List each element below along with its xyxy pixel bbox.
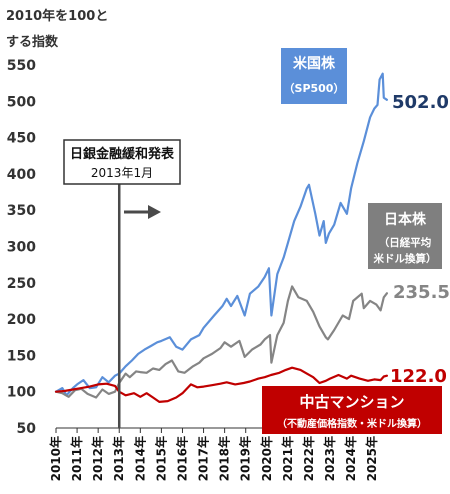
y-tick-label: 150	[7, 348, 36, 364]
x-tick-label: 2018年	[217, 436, 232, 481]
sp500-legend-name: 米国株	[293, 55, 336, 72]
nikkei-legend-label: 日本株 （日経平均 米ドル換算）	[368, 203, 442, 269]
boj-annotation-arrow-head	[148, 205, 161, 219]
series-line-sp500	[54, 72, 388, 397]
series-lines	[54, 72, 388, 403]
boj-annotation-title: 日銀金融緩和発表	[70, 146, 175, 162]
x-tick-label: 2019年	[238, 436, 253, 481]
x-tick-label: 2023年	[322, 436, 337, 481]
y-axis-ticks: 50 100 150 200 250 300 350 400 450 500 550	[7, 58, 36, 437]
x-tick-label: 2010年	[48, 436, 63, 481]
condo-end-value: 122.0	[390, 366, 447, 387]
x-tick-label: 2013年	[111, 436, 126, 481]
nikkei-legend-subname-2: 米ドル換算）	[373, 252, 437, 265]
sp500-legend-subname: （SP500）	[284, 82, 345, 95]
nikkei-legend-box	[368, 203, 442, 269]
nikkei-legend-subname-1: （日経平均	[379, 236, 432, 249]
y-tick-label: 450	[7, 131, 36, 147]
condo-legend-box	[262, 386, 442, 434]
sp500-legend-box	[281, 48, 347, 104]
sp500-legend-label: 米国株 （SP500）	[281, 48, 347, 104]
y-tick-label: 500	[7, 94, 36, 110]
y-tick-label: 400	[7, 167, 36, 183]
condo-legend-label: 中古マンション （不動産価格指数・米ドル換算）	[262, 386, 442, 434]
nikkei-end-value: 235.5	[393, 282, 450, 303]
y-tick-label: 300	[7, 240, 36, 256]
x-tick-label: 2015年	[153, 436, 168, 481]
y-tick-label: 50	[17, 421, 37, 437]
x-tick-label: 2011年	[69, 436, 84, 481]
sp500-end-value: 502.0	[392, 92, 449, 113]
x-tick-label: 2022年	[301, 436, 316, 481]
x-tick-label: 2017年	[196, 436, 211, 481]
boj-annotation-box	[63, 139, 181, 185]
x-axis-ticks: 2010年 2011年 2012年 2013年 2014年 2015年 2016年 2017年…	[48, 428, 379, 481]
x-tick-label: 2012年	[90, 436, 105, 481]
boj-annotation: 日銀金融緩和発表 2013年1月	[63, 139, 181, 428]
y-tick-label: 200	[7, 312, 36, 328]
x-tick-label: 2021年	[280, 436, 295, 481]
y-tick-label: 350	[7, 203, 36, 219]
boj-annotation-date: 2013年1月	[91, 166, 153, 180]
y-tick-label: 550	[7, 58, 36, 74]
y-axis-label-line-2: する指数	[6, 34, 59, 50]
y-axis-label-line-1: 2010年を100と	[6, 8, 108, 24]
nikkei-legend-name: 日本株	[384, 211, 427, 228]
y-tick-label: 100	[7, 385, 36, 401]
x-tick-label: 2025年	[364, 436, 379, 481]
x-tick-label: 2024年	[343, 436, 358, 481]
x-tick-label: 2016年	[174, 436, 189, 481]
x-tick-label: 2020年	[259, 436, 274, 481]
condo-legend-name: 中古マンション	[299, 393, 404, 411]
y-tick-label: 250	[7, 276, 36, 292]
x-tick-label: 2014年	[132, 436, 147, 481]
condo-legend-subname: （不動産価格指数・米ドル換算）	[277, 417, 427, 430]
